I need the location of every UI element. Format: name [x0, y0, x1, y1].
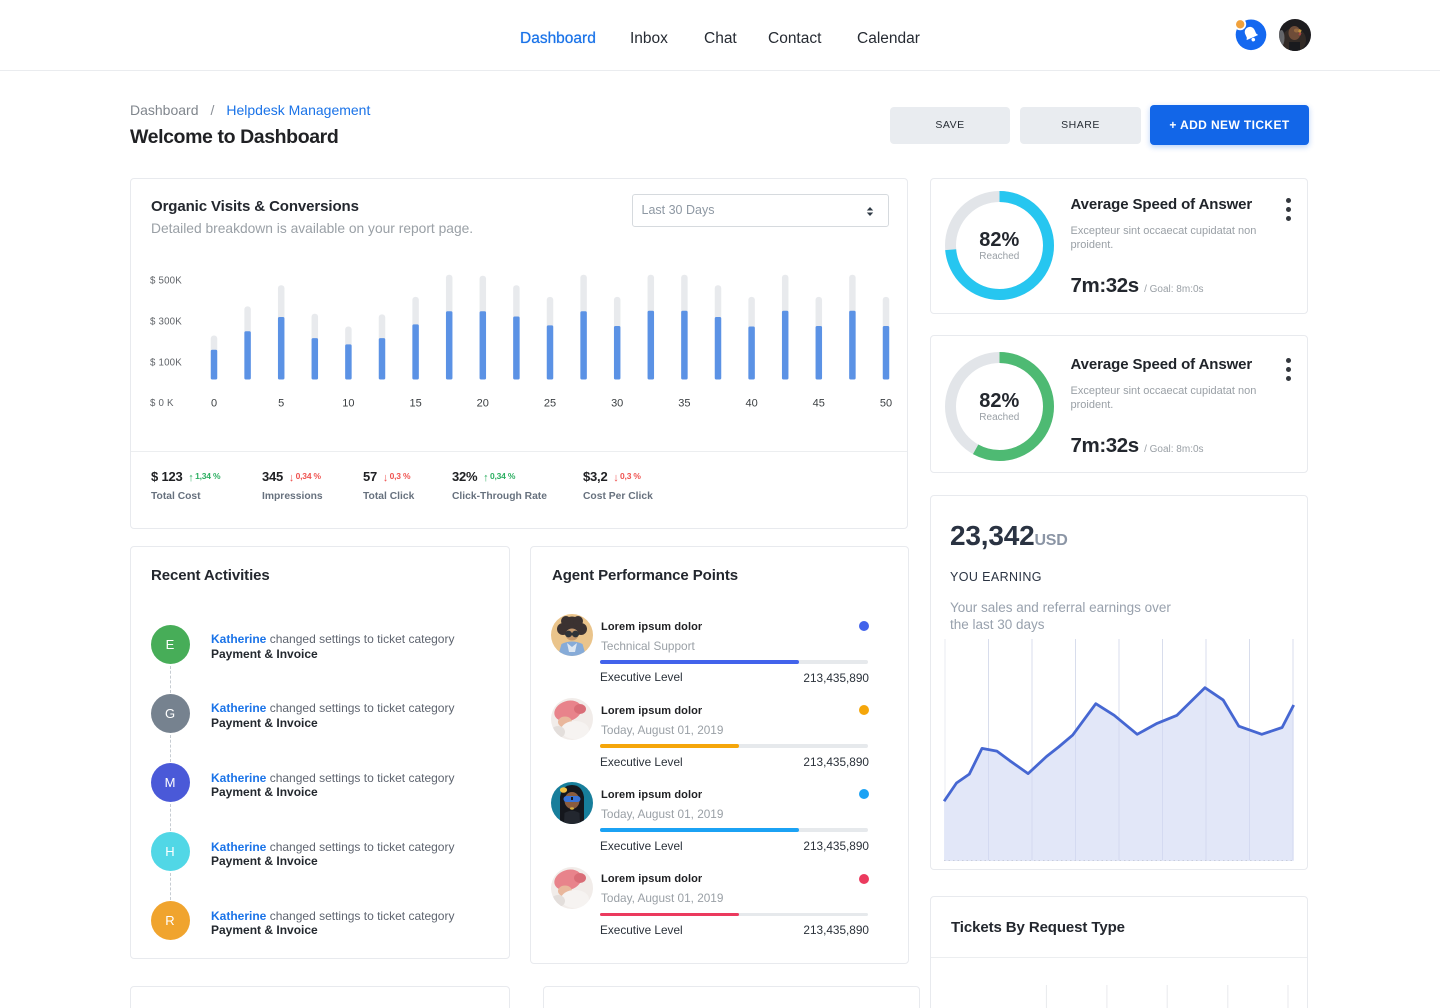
svg-text:45: 45 [813, 397, 825, 409]
svg-text:30: 30 [611, 397, 623, 409]
svg-text:25: 25 [544, 397, 556, 409]
svg-text:$ 100K: $ 100K [150, 358, 182, 369]
svg-text:40: 40 [745, 397, 757, 409]
svg-text:20: 20 [477, 397, 489, 409]
svg-text:15: 15 [409, 397, 421, 409]
svg-text:$ 300K: $ 300K [150, 317, 182, 328]
svg-text:$ 500K: $ 500K [150, 276, 182, 287]
svg-text:$ 0 K: $ 0 K [150, 398, 174, 409]
svg-text:0: 0 [211, 397, 217, 409]
svg-text:35: 35 [678, 397, 690, 409]
svg-text:5: 5 [278, 397, 284, 409]
svg-text:50: 50 [880, 397, 892, 409]
svg-text:10: 10 [342, 397, 354, 409]
